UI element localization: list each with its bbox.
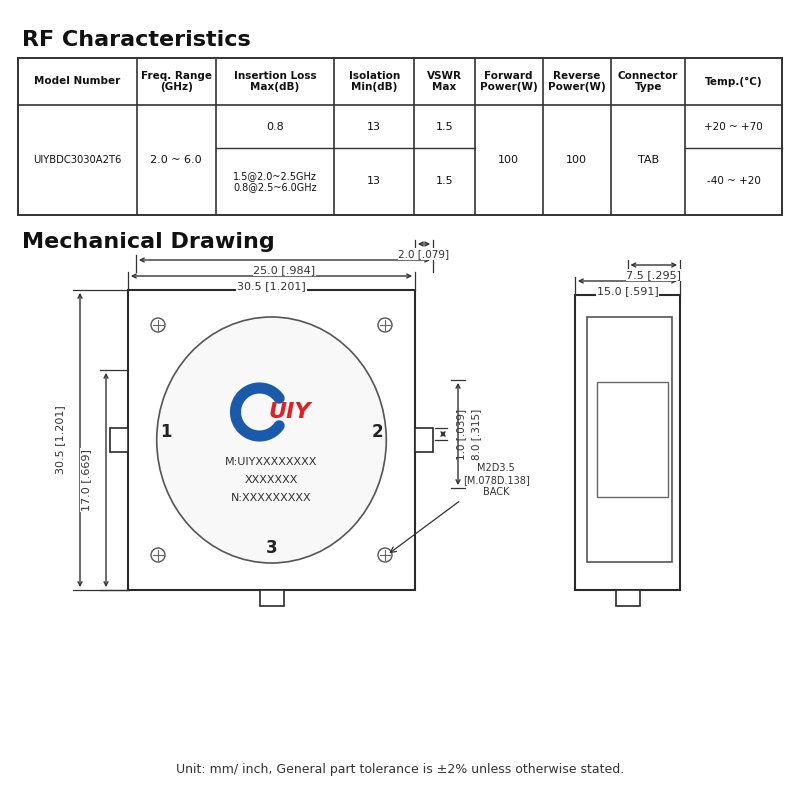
Bar bbox=[110, 428, 128, 452]
Circle shape bbox=[378, 548, 392, 562]
Bar bbox=[587, 317, 672, 562]
Text: 30.5 [1.201]: 30.5 [1.201] bbox=[55, 406, 65, 474]
Text: 0.8: 0.8 bbox=[266, 122, 284, 131]
Text: 1: 1 bbox=[160, 423, 172, 441]
Ellipse shape bbox=[157, 317, 386, 563]
Text: Isolation
Min(dB): Isolation Min(dB) bbox=[349, 70, 400, 92]
Text: RF Characteristics: RF Characteristics bbox=[22, 30, 250, 50]
Text: Model Number: Model Number bbox=[34, 77, 121, 86]
Text: Freq. Range
(GHz): Freq. Range (GHz) bbox=[141, 70, 211, 92]
Text: N:XXXXXXXXX: N:XXXXXXXXX bbox=[231, 493, 312, 503]
Bar bbox=[415, 428, 433, 452]
Text: 13: 13 bbox=[367, 177, 382, 186]
Text: 2: 2 bbox=[371, 423, 383, 441]
Text: M2D3.5
[M.078D.138]
BACK: M2D3.5 [M.078D.138] BACK bbox=[463, 463, 530, 497]
Text: Insertion Loss
Max(dB): Insertion Loss Max(dB) bbox=[234, 70, 316, 92]
Bar bbox=[18, 58, 782, 215]
Text: 7.5 [.295]: 7.5 [.295] bbox=[626, 270, 682, 280]
Text: 1.0 [.039]: 1.0 [.039] bbox=[456, 409, 466, 459]
Text: 100: 100 bbox=[498, 155, 519, 165]
Bar bbox=[597, 382, 668, 497]
Text: 15.0 [.591]: 15.0 [.591] bbox=[597, 286, 658, 296]
Text: Reverse
Power(W): Reverse Power(W) bbox=[548, 70, 606, 92]
Bar bbox=[128, 290, 415, 590]
Text: Mechanical Drawing: Mechanical Drawing bbox=[22, 232, 274, 252]
Text: UIYBDC3030A2T6: UIYBDC3030A2T6 bbox=[33, 155, 122, 165]
Text: -40 ~ +20: -40 ~ +20 bbox=[706, 177, 761, 186]
Text: 1.5: 1.5 bbox=[436, 177, 454, 186]
Circle shape bbox=[151, 318, 165, 332]
Text: VSWR
Max: VSWR Max bbox=[427, 70, 462, 92]
Text: 1.5@2.0~2.5GHz
0.8@2.5~6.0GHz: 1.5@2.0~2.5GHz 0.8@2.5~6.0GHz bbox=[233, 170, 317, 192]
Text: 13: 13 bbox=[367, 122, 382, 131]
Bar bbox=[259, 590, 283, 606]
Circle shape bbox=[378, 318, 392, 332]
Text: XXXXXXX: XXXXXXX bbox=[245, 475, 298, 485]
Text: TAB: TAB bbox=[638, 155, 658, 165]
Text: Temp.(°C): Temp.(°C) bbox=[705, 77, 762, 86]
Circle shape bbox=[151, 548, 165, 562]
Text: 2.0 ~ 6.0: 2.0 ~ 6.0 bbox=[150, 155, 202, 165]
Text: Unit: mm/ inch, General part tolerance is ±2% unless otherwise stated.: Unit: mm/ inch, General part tolerance i… bbox=[176, 763, 624, 777]
Text: 1.5: 1.5 bbox=[436, 122, 454, 131]
Text: 8.0 [.315]: 8.0 [.315] bbox=[471, 408, 481, 460]
Bar bbox=[615, 590, 639, 606]
Text: 3: 3 bbox=[266, 539, 278, 557]
Text: Connector
Type: Connector Type bbox=[618, 70, 678, 92]
Text: UIY: UIY bbox=[268, 402, 310, 422]
Text: M:UIYXXXXXXXX: M:UIYXXXXXXXX bbox=[226, 457, 318, 467]
Text: 25.0 [.984]: 25.0 [.984] bbox=[254, 265, 315, 275]
Bar bbox=[575, 295, 680, 590]
Text: Forward
Power(W): Forward Power(W) bbox=[480, 70, 538, 92]
Text: 100: 100 bbox=[566, 155, 587, 165]
Text: 2.0 [.079]: 2.0 [.079] bbox=[398, 249, 450, 259]
Text: 30.5 [1.201]: 30.5 [1.201] bbox=[237, 281, 306, 291]
Text: +20 ~ +70: +20 ~ +70 bbox=[704, 122, 763, 131]
Text: 17.0 [.669]: 17.0 [.669] bbox=[81, 449, 91, 511]
